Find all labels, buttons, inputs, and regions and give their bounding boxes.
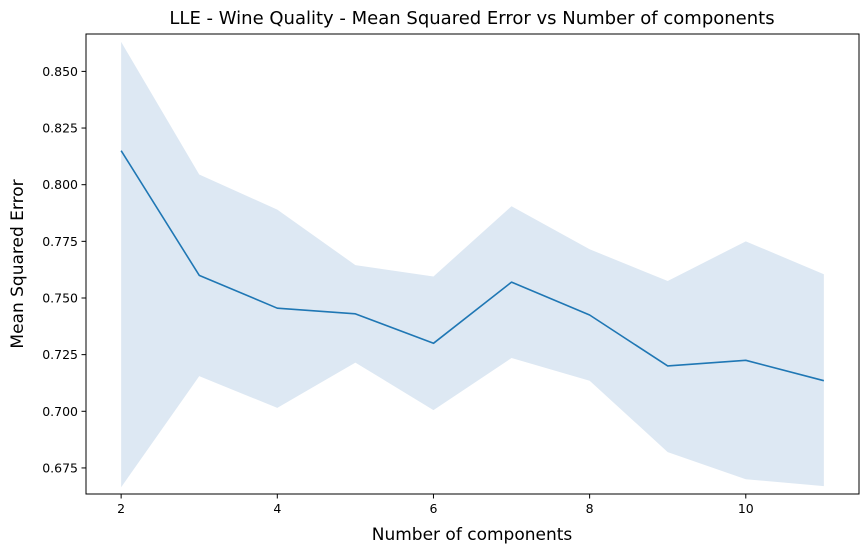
y-axis: 0.675 0.700 0.725 0.750 0.775 0.800 0.825 0.850 xyxy=(42,64,86,475)
series-line xyxy=(120,150,825,382)
y-tick-label: 0.850 xyxy=(42,64,78,79)
y-tick-label: 0.675 xyxy=(42,460,78,475)
y-tick-label: 0.825 xyxy=(42,121,78,136)
plot-frame xyxy=(85,33,860,495)
x-tick-label: 10 xyxy=(738,501,754,516)
y-tick-label: 0.750 xyxy=(42,290,78,305)
x-axis: 2 4 6 8 10 xyxy=(117,494,754,516)
y-axis-label: Mean Squared Error xyxy=(8,179,28,348)
confidence-band xyxy=(121,41,824,488)
x-tick-label: 8 xyxy=(586,501,594,516)
y-tick-label: 0.725 xyxy=(42,347,78,362)
y-tick-label: 0.700 xyxy=(42,404,78,419)
y-tick-label: 0.775 xyxy=(42,234,78,249)
x-tick-label: 2 xyxy=(117,501,125,516)
plot-area xyxy=(120,41,825,488)
y-tick-label: 0.800 xyxy=(42,177,78,192)
x-tick-label: 6 xyxy=(429,501,437,516)
x-tick-label: 4 xyxy=(273,501,281,516)
chart-title: LLE - Wine Quality - Mean Squared Error … xyxy=(169,8,774,29)
x-axis-label: Number of components xyxy=(372,525,573,545)
